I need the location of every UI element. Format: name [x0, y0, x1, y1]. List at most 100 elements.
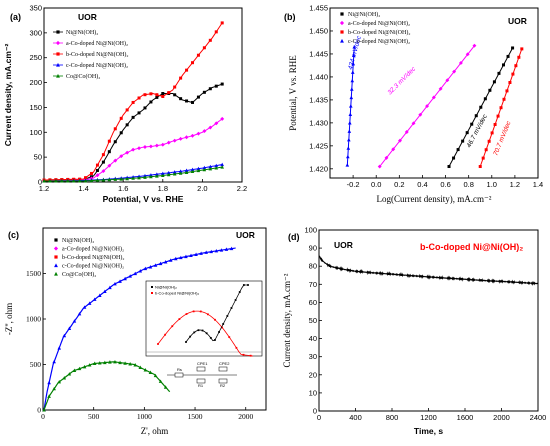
b-xtick-label: 0.0	[371, 180, 381, 189]
b-ytick-label: 1.455	[309, 4, 328, 13]
c-xtick-label: 1000	[137, 412, 152, 421]
data-point-b-2	[496, 114, 500, 118]
d-ytick-label: 30	[309, 352, 317, 361]
legend-symbol-b-2-marker	[340, 30, 344, 34]
data-point-a-3	[220, 162, 224, 167]
data-point-a-2	[173, 85, 177, 89]
data-point-a-0	[202, 90, 206, 94]
data-point-c-3	[128, 274, 132, 278]
data-point-b-3	[351, 61, 356, 66]
data-point-b-3	[346, 146, 351, 150]
data-point-a-2	[208, 38, 212, 42]
data-point-c-3	[57, 346, 62, 350]
data-point-a-1	[125, 150, 130, 155]
data-point-b-2	[502, 97, 506, 101]
inset-point-red	[178, 318, 181, 321]
circuit-label-2: R1	[198, 383, 204, 388]
data-point-a-0	[125, 123, 129, 127]
x-axis-label-d: Time, s	[414, 426, 443, 436]
data-point-a-4	[202, 167, 207, 172]
data-point-c-4	[148, 370, 153, 375]
legend-symbol-a-3-marker	[56, 62, 60, 67]
data-point-b-2	[478, 165, 482, 169]
data-point-a-2	[137, 96, 141, 100]
data-point-a-2	[84, 176, 88, 180]
data-point-c-3	[67, 326, 72, 330]
d-ytick-label: 0	[313, 407, 317, 416]
data-point-b-0	[492, 80, 496, 84]
data-point-c-4	[42, 408, 46, 412]
data-point-c-3	[138, 269, 143, 273]
data-point-a-4	[119, 177, 124, 181]
c-ytick-label: 500	[30, 360, 42, 369]
data-point-c-3	[189, 253, 193, 258]
data-point-a-1	[202, 129, 207, 134]
data-point-c-4	[153, 373, 158, 378]
b-ytick-label: 1.445	[309, 49, 328, 58]
data-point-c-3	[113, 281, 117, 286]
d-ytick-label: 90	[309, 244, 317, 253]
data-point-b-3	[349, 87, 354, 91]
a-ytick-label: 150	[29, 103, 42, 112]
data-point-b-3	[352, 45, 357, 49]
data-point-b-1	[391, 147, 396, 152]
legend-label-c-1: a-Co-doped Ni@Ni(OH)₂	[62, 246, 124, 253]
legend-label-b-3: c-Co-doped Ni@Ni(OH)₂	[348, 38, 410, 45]
c-xtick-label: 500	[88, 412, 100, 421]
legend-label-c-4: Co@Co(OH)₂	[62, 271, 96, 278]
d-xtick-label: 2400	[530, 413, 547, 422]
x-axis-label-b: Log(Current density), mA.cm⁻²	[377, 194, 492, 204]
legend-label-c-3: c-Co-doped Ni@Ni(OH)₂	[62, 263, 124, 270]
a-xtick-label: 2.2	[237, 184, 247, 193]
data-point-a-1	[196, 131, 201, 136]
inset-point-red	[185, 313, 188, 315]
data-point-b-1	[452, 69, 457, 74]
data-point-c-3	[108, 285, 112, 290]
data-point-c-4	[92, 361, 97, 365]
data-point-a-4	[190, 169, 195, 174]
data-point-b-3	[350, 78, 355, 83]
inset-point-black	[201, 329, 204, 332]
a-xtick-label: 1.8	[158, 184, 168, 193]
inset-point-red	[235, 346, 238, 349]
data-point-a-4	[137, 175, 141, 180]
data-point-c-3	[97, 293, 102, 297]
inset-point-black	[226, 315, 229, 317]
inset-legend-label-1: b-Co-doped Ni@Ni(OH)₂	[155, 291, 200, 296]
data-point-a-4	[125, 176, 129, 181]
d-ytick-label: 50	[309, 316, 317, 325]
c-xtick-label: 0	[41, 412, 45, 421]
a-xtick-label: 2.0	[197, 184, 207, 193]
data-point-a-4	[166, 172, 171, 177]
data-point-a-4	[95, 178, 100, 182]
data-point-a-3	[190, 167, 195, 172]
legend-symbol-c-2-marker	[54, 255, 58, 259]
circuit-label-1: CPE1	[197, 361, 208, 366]
d-ytick-label: 10	[309, 388, 317, 397]
data-point-c-3	[199, 251, 203, 255]
inset-point-black	[193, 331, 196, 334]
data-point-b-2	[511, 72, 515, 76]
data-point-c-3	[82, 305, 87, 309]
data-point-b-0	[511, 46, 515, 50]
data-point-b-2	[499, 106, 503, 110]
data-point-b-3	[345, 163, 350, 167]
data-point-b-1	[431, 95, 436, 100]
inset-point-black	[209, 336, 212, 339]
c-ytick-label: 0	[37, 406, 41, 415]
data-point-b-0	[474, 114, 478, 118]
circuit-label-4: R2	[220, 383, 226, 388]
b-xtick-label: 0.8	[463, 180, 473, 189]
data-point-b-3	[349, 104, 353, 108]
data-point-a-2	[125, 108, 129, 112]
data-point-a-2	[179, 76, 183, 80]
series-label-d: b-Co-doped Ni@Ni(OH)₂	[420, 242, 523, 252]
panel-a: 1.2 1.4 1.6 1.8 2.0 2.2 0 50 100 150 200 250 300 350 (…	[3, 4, 247, 205]
data-point-a-2	[155, 93, 159, 97]
data-point-a-2	[167, 91, 171, 95]
data-point-c-3	[209, 249, 214, 254]
data-point-a-4	[60, 179, 64, 183]
data-point-b-2	[517, 55, 521, 59]
data-point-a-1	[119, 154, 124, 159]
inset-point-red	[221, 326, 224, 329]
